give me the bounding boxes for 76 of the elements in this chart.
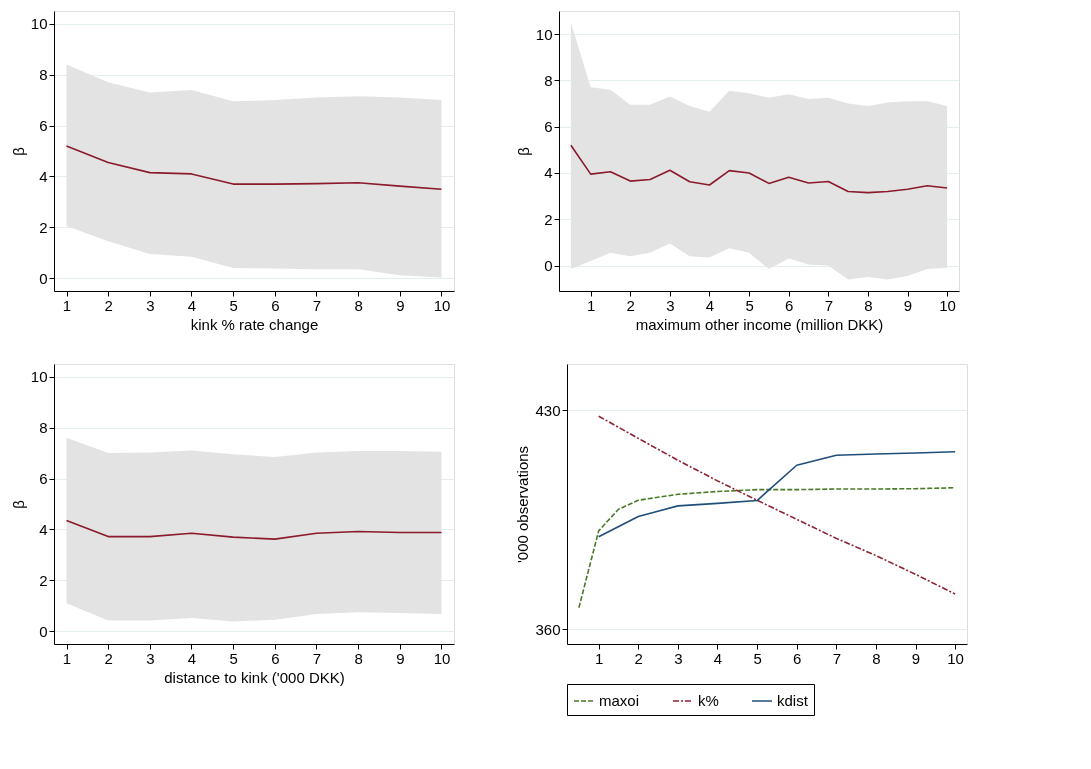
x-tick-label: 3 <box>146 649 155 667</box>
y-tick-label: 8 <box>544 71 553 89</box>
y-tick-label: 6 <box>544 118 553 136</box>
x-tick-label: 9 <box>396 649 405 667</box>
x-tick-label: 10 <box>947 649 964 667</box>
y-tick-label: 4 <box>544 164 553 182</box>
x-tick-label: 9 <box>911 649 921 667</box>
x-tick-label: 5 <box>745 296 754 314</box>
y-tick-label: 8 <box>39 419 48 437</box>
line-series <box>597 415 956 595</box>
x-tick-label: 1 <box>62 649 72 667</box>
y-tick-label: 2 <box>39 218 48 236</box>
x-tick-label: 6 <box>785 296 794 314</box>
x-axis-title: maximum other income (million DKK) <box>635 315 884 333</box>
line-series <box>65 519 443 540</box>
x-tick-label: 4 <box>187 296 197 314</box>
legend-label: kdist <box>777 692 809 709</box>
line-series <box>570 144 948 194</box>
line-series <box>65 145 443 190</box>
y-tick-label: 4 <box>39 167 48 185</box>
x-tick-label: 1 <box>587 296 596 314</box>
y-tick-label: 2 <box>39 571 48 589</box>
y-axis-title: β <box>514 146 532 156</box>
legend-label: maxoi <box>599 692 640 709</box>
y-tick-label: 6 <box>39 117 48 135</box>
y-tick-label: 10 <box>535 25 553 43</box>
x-tick-label: 8 <box>354 649 363 667</box>
line-series <box>597 451 956 538</box>
legend-label: k% <box>698 692 719 709</box>
y-axis-title: '000 observations <box>514 445 532 564</box>
y-axis-title: β <box>9 499 27 509</box>
x-tick-label: 10 <box>433 296 451 314</box>
x-tick-label: 2 <box>104 649 113 667</box>
y-tick-label: 0 <box>39 622 48 640</box>
y-tick-label: 10 <box>30 15 48 33</box>
x-tick-label: 3 <box>146 296 155 314</box>
x-tick-label: 5 <box>753 649 762 667</box>
x-tick-label: 2 <box>104 296 113 314</box>
y-tick-label: 430 <box>535 401 561 419</box>
y-tick-label: 8 <box>39 66 48 84</box>
x-tick-label: 4 <box>713 649 723 667</box>
x-tick-label: 9 <box>396 296 405 314</box>
y-axis-title: β <box>9 146 27 156</box>
y-tick-label: 0 <box>39 269 48 287</box>
x-tick-label: 8 <box>864 296 873 314</box>
x-tick-label: 2 <box>626 296 635 314</box>
y-tick-label: 10 <box>30 368 48 386</box>
x-tick-label: 6 <box>271 296 280 314</box>
x-tick-label: 7 <box>312 296 322 314</box>
y-tick-label: 0 <box>544 257 553 275</box>
x-axis-title: distance to kink ('000 DKK) <box>164 668 345 686</box>
x-tick-label: 4 <box>705 296 715 314</box>
y-tick-label: 6 <box>39 470 48 488</box>
x-tick-label: 10 <box>433 649 451 667</box>
x-tick-label: 8 <box>872 649 881 667</box>
x-tick-label: 3 <box>674 649 683 667</box>
y-tick-label: 2 <box>544 210 553 228</box>
x-tick-label: 7 <box>824 296 833 314</box>
x-tick-label: 3 <box>666 296 675 314</box>
x-tick-label: 6 <box>793 649 802 667</box>
x-tick-label: 7 <box>312 649 322 667</box>
line-series <box>578 486 956 609</box>
x-axis-title: kink % rate change <box>190 315 319 333</box>
x-tick-label: 7 <box>832 649 841 667</box>
x-tick-label: 9 <box>903 296 913 314</box>
x-tick-label: 1 <box>595 649 604 667</box>
x-tick-label: 5 <box>229 649 238 667</box>
x-tick-label: 1 <box>62 296 72 314</box>
x-tick-label: 4 <box>187 649 197 667</box>
x-tick-label: 8 <box>354 296 363 314</box>
x-tick-label: 6 <box>271 649 280 667</box>
x-tick-label: 10 <box>939 296 956 314</box>
x-tick-label: 5 <box>229 296 238 314</box>
y-tick-label: 360 <box>535 620 561 638</box>
y-tick-label: 4 <box>39 520 48 538</box>
x-tick-label: 2 <box>634 649 643 667</box>
